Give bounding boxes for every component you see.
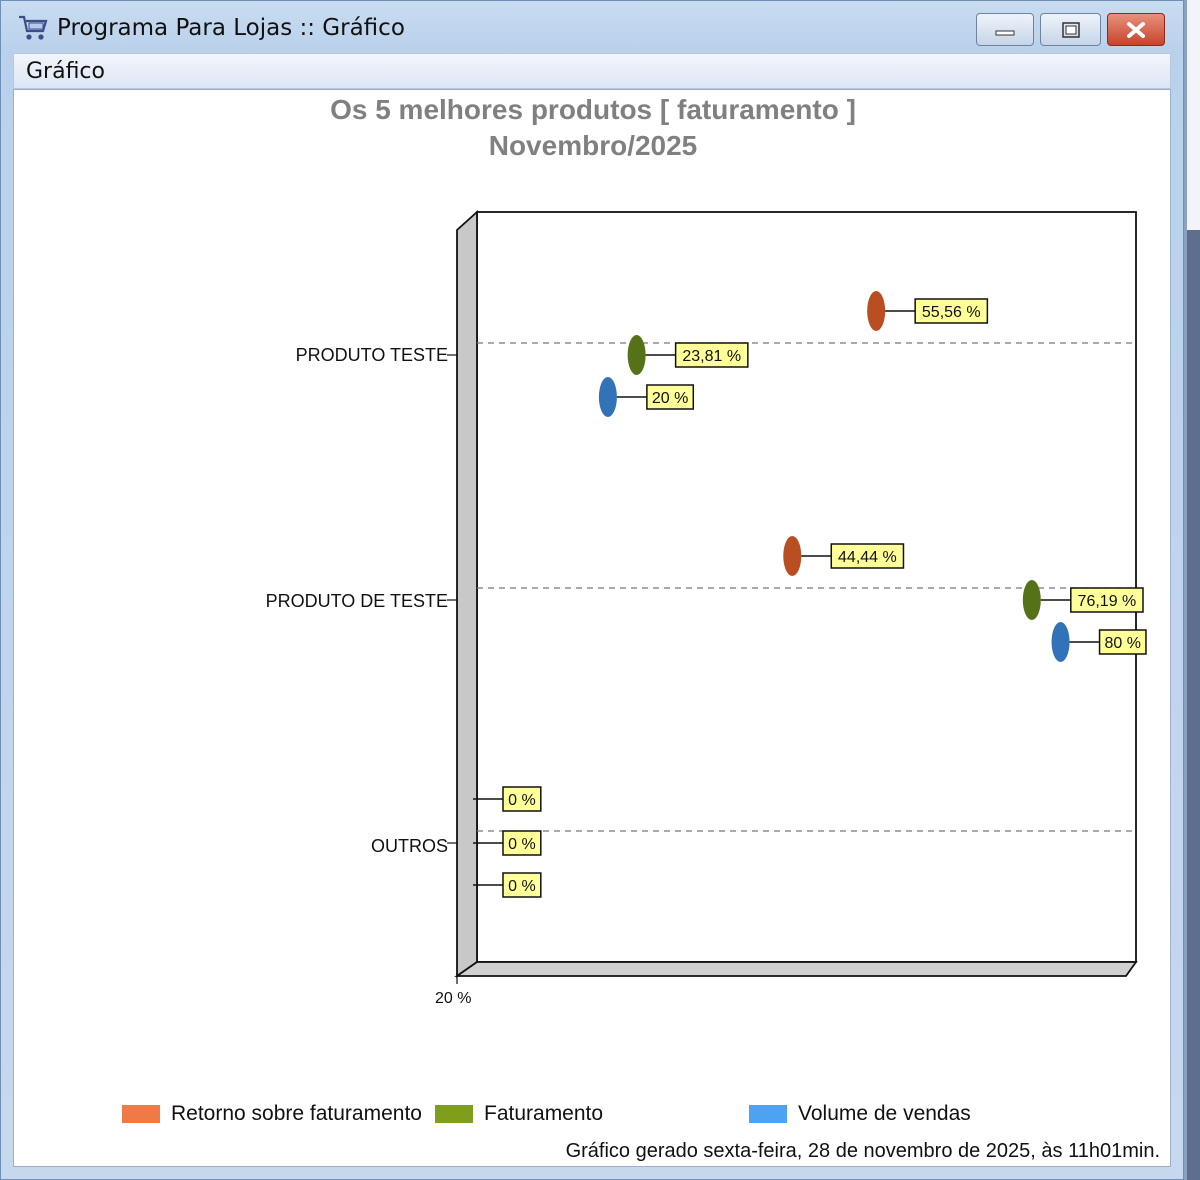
bar-faturamento-produto-teste (457, 335, 637, 375)
bar-cap-retorno-sobre-faturamento-produto-teste (867, 291, 886, 331)
data-label-box-faturamento-outros (502, 830, 542, 856)
data-label-faturamento-outros: 0 % (508, 836, 536, 853)
data-label-retorno-sobre-faturamento-produto-de-teste: 44,44 % (838, 549, 897, 566)
data-label-box-retorno-sobre-faturamento-produto-de-teste (830, 543, 905, 569)
bar-retorno-sobre-faturamento-produto-de-teste (457, 536, 793, 576)
bar-volume-de-vendas-outros (455, 866, 473, 904)
shopping-cart-icon (19, 15, 48, 40)
menu-item-grafico[interactable]: Gráfico (26, 59, 105, 84)
bar-volume-de-vendas-produto-de-teste (457, 622, 1061, 662)
data-label-volume-de-vendas-produto-de-teste: 80 % (1105, 635, 1141, 652)
legend-swatch-volume (749, 1105, 787, 1123)
data-label-volume-de-vendas-outros: 0 % (508, 878, 536, 895)
data-label-faturamento-produto-de-teste: 76,19 % (1078, 593, 1137, 610)
menu-bar: Gráfico (13, 53, 1171, 89)
bar-cap-faturamento-produto-teste (627, 335, 646, 375)
legend-label-retorno: Retorno sobre faturamento (171, 1102, 422, 1125)
minimize-icon (995, 30, 1015, 35)
data-label-box-volume-de-vendas-outros (502, 872, 542, 898)
bar-retorno-sobre-faturamento-produto-teste (457, 291, 877, 331)
bar-retorno-sobre-faturamento-outros (455, 780, 473, 818)
bar-cap-faturamento-produto-de-teste (1022, 580, 1041, 620)
category-label-produto-de-teste: PRODUTO DE TESTE (265, 591, 448, 611)
data-label-box-retorno-sobre-faturamento-outros (502, 786, 542, 812)
legend-swatch-faturamento (435, 1105, 473, 1123)
close-icon (1127, 21, 1145, 38)
chart-title: Os 5 melhores produtos [ faturamento ] (330, 94, 856, 125)
background-window-edge (1184, 0, 1200, 1180)
minimize-button[interactable] (976, 13, 1034, 46)
maximize-icon (1061, 21, 1080, 38)
generated-timestamp: Gráfico gerado sexta-feira, 28 de novemb… (565, 1140, 1160, 1162)
legend-item-volume: Volume de vendas (749, 1102, 971, 1126)
category-label-outros: OUTROS (370, 836, 448, 856)
bar-cap-volume-de-vendas-produto-de-teste (1051, 622, 1070, 662)
plot-floor (454, 961, 1138, 977)
data-label-retorno-sobre-faturamento-outros: 0 % (508, 792, 536, 809)
legend-label-volume: Volume de vendas (798, 1102, 971, 1125)
data-label-box-volume-de-vendas-produto-de-teste (1098, 629, 1147, 655)
bar-volume-de-vendas-produto-teste (457, 377, 608, 417)
data-label-retorno-sobre-faturamento-produto-teste: 55,56 % (922, 304, 981, 321)
legend-item-retorno: Retorno sobre faturamento (122, 1102, 422, 1126)
data-label-box-faturamento-produto-teste (674, 342, 749, 368)
chart-area: Os 5 melhores produtos [ faturamento ] N… (13, 89, 1171, 1167)
maximize-button[interactable] (1040, 13, 1101, 46)
data-label-volume-de-vendas-produto-teste: 20 % (652, 390, 688, 407)
data-label-box-faturamento-produto-de-teste (1070, 587, 1144, 613)
legend-label-faturamento: Faturamento (484, 1102, 604, 1125)
window-title: Programa Para Lojas :: Gráfico (57, 15, 405, 41)
data-label-box-volume-de-vendas-produto-teste (646, 384, 695, 410)
data-label-box-retorno-sobre-faturamento-produto-teste (914, 298, 989, 324)
bar-cap-volume-de-vendas-produto-teste (598, 377, 617, 417)
bar-cap-retorno-sobre-faturamento-produto-de-teste (783, 536, 802, 576)
close-button[interactable] (1107, 13, 1165, 46)
category-label-produto-teste: PRODUTO TESTE (295, 345, 448, 365)
x-axis-tick-label: 20 % (435, 990, 472, 1007)
bar-faturamento-outros (455, 824, 473, 862)
legend-item-faturamento: Faturamento (435, 1102, 603, 1126)
chart-subtitle: Novembro/2025 (488, 130, 698, 161)
title-bar[interactable]: Programa Para Lojas :: Gráfico (1, 1, 1183, 53)
bar-chart: 55,56 % 23,81 % 20 % 44,44 % 76,19 % 80 % 0 % 0… (447, 209, 1147, 984)
legend-swatch-retorno (122, 1105, 160, 1123)
bar-faturamento-produto-de-teste (457, 580, 1032, 620)
data-label-faturamento-produto-teste: 23,81 % (682, 348, 741, 365)
